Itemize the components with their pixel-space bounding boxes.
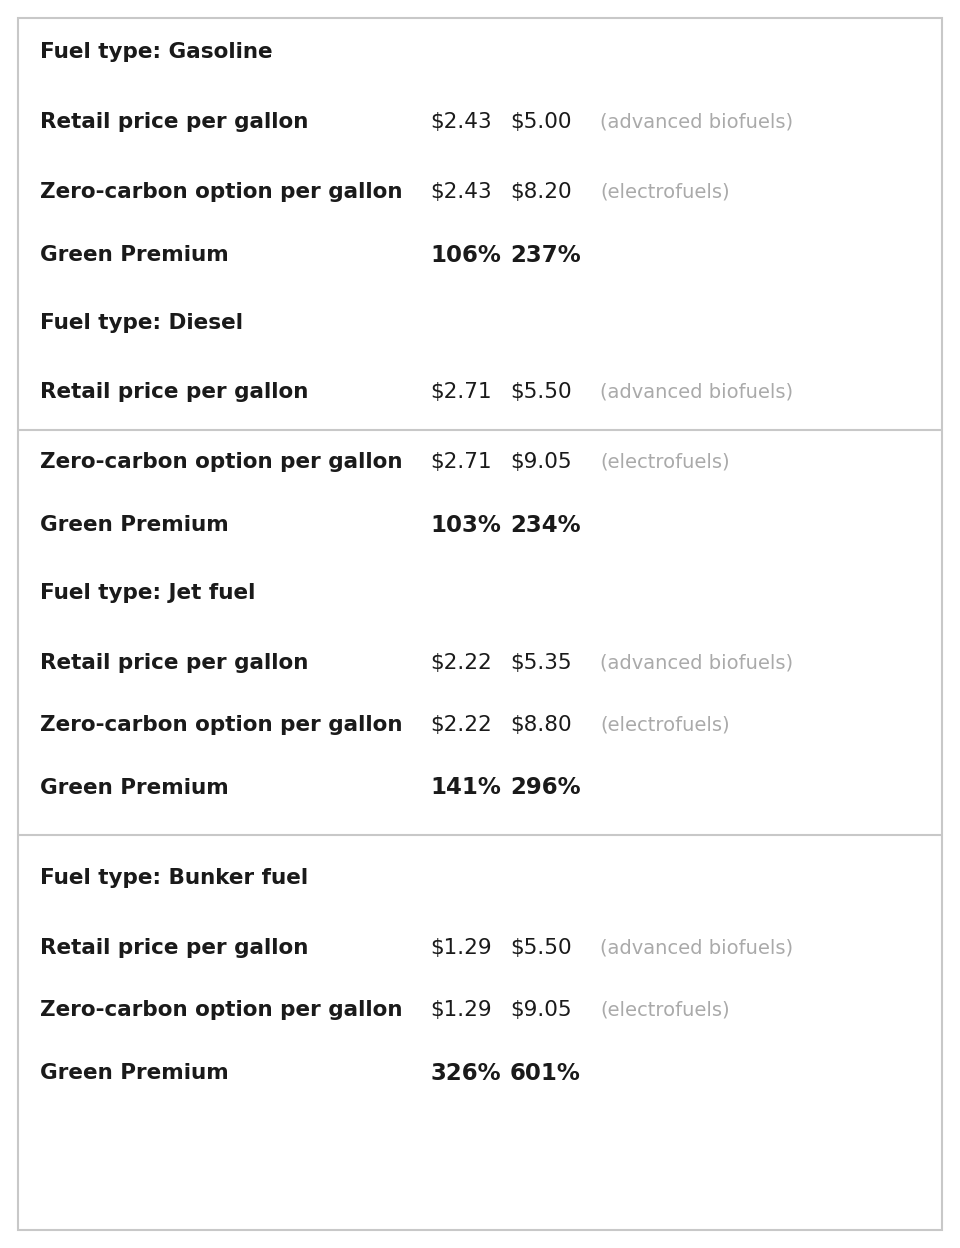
- Text: (electrofuels): (electrofuels): [600, 453, 730, 472]
- Text: 601%: 601%: [510, 1062, 581, 1085]
- Text: Zero-carbon option per gallon: Zero-carbon option per gallon: [40, 182, 402, 202]
- Text: Fuel type: Bunker fuel: Fuel type: Bunker fuel: [40, 869, 308, 889]
- Text: $1.29: $1.29: [430, 1000, 492, 1020]
- Text: 237%: 237%: [510, 243, 581, 267]
- Text: Green Premium: Green Premium: [40, 778, 228, 797]
- Text: $8.80: $8.80: [510, 715, 571, 735]
- Text: 296%: 296%: [510, 776, 581, 800]
- Text: 326%: 326%: [430, 1062, 500, 1085]
- Text: $5.50: $5.50: [510, 938, 571, 958]
- Text: $2.71: $2.71: [430, 382, 492, 402]
- Text: (advanced biofuels): (advanced biofuels): [600, 654, 793, 673]
- Text: $5.00: $5.00: [510, 112, 571, 132]
- Text: Fuel type: Jet fuel: Fuel type: Jet fuel: [40, 583, 255, 603]
- Text: $2.22: $2.22: [430, 653, 492, 673]
- Text: $8.20: $8.20: [510, 182, 571, 202]
- Text: Retail price per gallon: Retail price per gallon: [40, 112, 308, 132]
- Text: (advanced biofuels): (advanced biofuels): [600, 112, 793, 131]
- Text: Retail price per gallon: Retail price per gallon: [40, 382, 308, 402]
- Text: $1.29: $1.29: [430, 938, 492, 958]
- Text: (advanced biofuels): (advanced biofuels): [600, 938, 793, 957]
- Text: Green Premium: Green Premium: [40, 515, 228, 535]
- Text: $9.05: $9.05: [510, 452, 571, 472]
- Text: Green Premium: Green Premium: [40, 1063, 228, 1083]
- Text: $5.50: $5.50: [510, 382, 571, 402]
- Text: (electrofuels): (electrofuels): [600, 182, 730, 201]
- Text: 141%: 141%: [430, 776, 501, 800]
- Text: 234%: 234%: [510, 513, 581, 537]
- Text: 103%: 103%: [430, 513, 501, 537]
- Text: $2.43: $2.43: [430, 182, 492, 202]
- Text: (electrofuels): (electrofuels): [600, 715, 730, 735]
- Text: Retail price per gallon: Retail price per gallon: [40, 653, 308, 673]
- Text: Fuel type: Diesel: Fuel type: Diesel: [40, 313, 243, 333]
- Text: $9.05: $9.05: [510, 1000, 571, 1020]
- Text: Green Premium: Green Premium: [40, 245, 228, 265]
- Text: Zero-carbon option per gallon: Zero-carbon option per gallon: [40, 452, 402, 472]
- Text: Zero-carbon option per gallon: Zero-carbon option per gallon: [40, 1000, 402, 1020]
- Text: Zero-carbon option per gallon: Zero-carbon option per gallon: [40, 715, 402, 735]
- Text: $2.22: $2.22: [430, 715, 492, 735]
- Text: $2.71: $2.71: [430, 452, 492, 472]
- Text: Fuel type: Gasoline: Fuel type: Gasoline: [40, 42, 273, 62]
- Text: Retail price per gallon: Retail price per gallon: [40, 938, 308, 958]
- Text: $5.35: $5.35: [510, 653, 571, 673]
- Text: (electrofuels): (electrofuels): [600, 1001, 730, 1020]
- Text: (advanced biofuels): (advanced biofuels): [600, 382, 793, 402]
- Text: $2.43: $2.43: [430, 112, 492, 132]
- Text: 106%: 106%: [430, 243, 501, 267]
